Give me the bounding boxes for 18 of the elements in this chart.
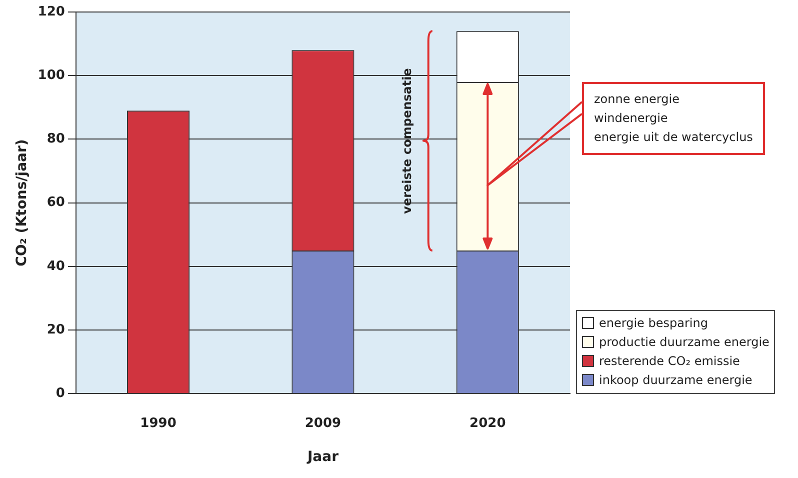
- y-tick-label: 20: [46, 322, 65, 338]
- legend-label: resterende CO₂ emissie: [599, 352, 740, 370]
- y-tick-label: 0: [56, 386, 65, 401]
- y-tick-label: 120: [38, 4, 65, 20]
- text: zonne energie windenergie energie uit de watercyclus: [582, 82, 765, 155]
- legend-label: inkoop duurzame energie: [599, 372, 752, 389]
- legend-label: energie besparing: [599, 314, 708, 332]
- x-tick-label: 1990: [140, 416, 176, 431]
- y-tick-label: 60: [46, 195, 65, 210]
- y-tick-label: 40: [46, 258, 65, 274]
- y-tick-label: 80: [46, 132, 65, 147]
- x-axis-title: Jaar: [306, 449, 339, 466]
- y-axis-title: CO₂ (Ktons/jaar): [14, 139, 30, 266]
- annotation: vereiste compensatie: [400, 68, 414, 214]
- x-tick-label: 2020: [470, 416, 506, 431]
- y-tick-label: 100: [38, 68, 65, 83]
- x-tick-label: 2009: [304, 416, 342, 431]
- legend-label: productie duurzame energie: [599, 334, 770, 351]
